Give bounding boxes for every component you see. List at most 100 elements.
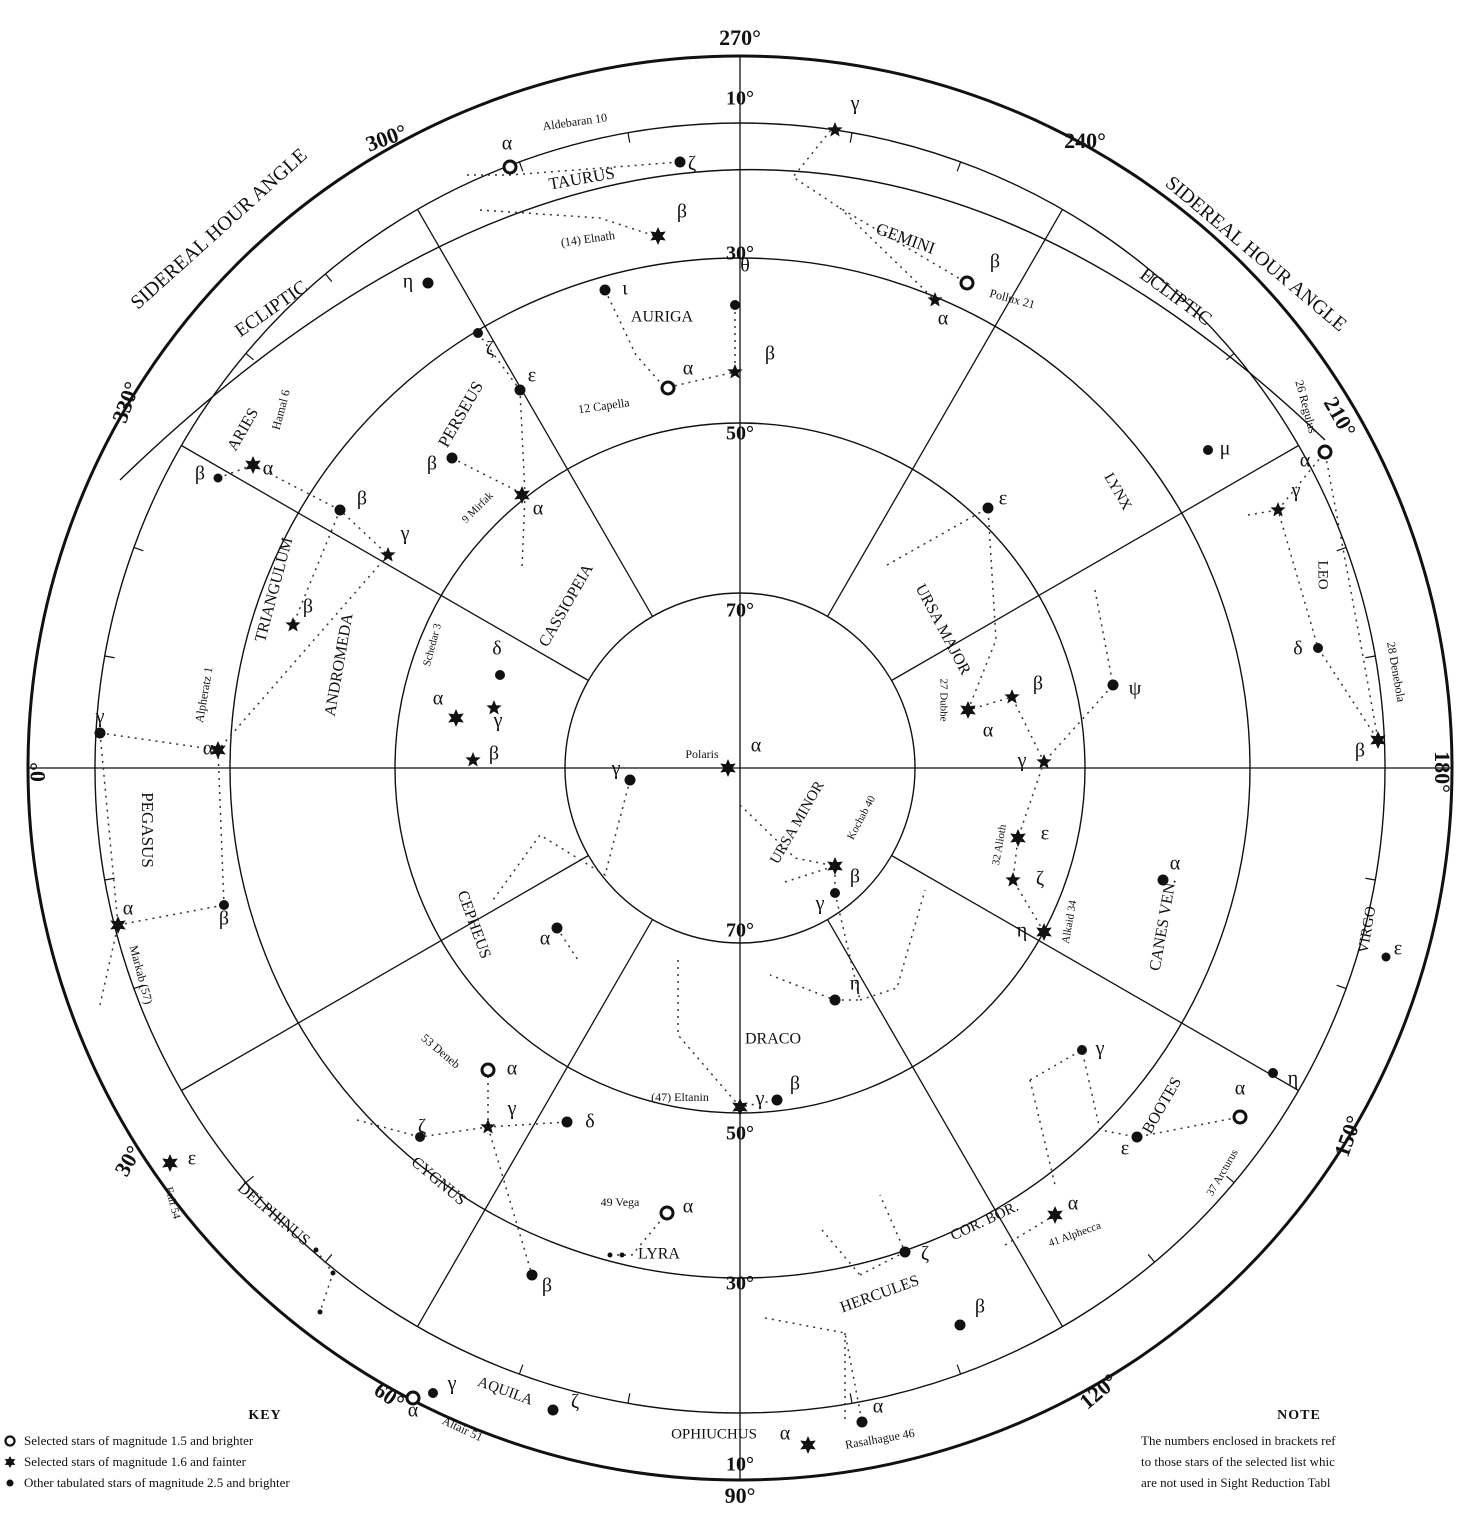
greek-letter-label: β [990,251,1000,273]
star-dot [318,1310,323,1315]
aldebaran-star [504,161,516,173]
constellation-label: DELPHINUS [234,1179,313,1249]
greek-letter-label: α [540,928,551,950]
star-dot [600,285,611,296]
star-dot [857,1417,868,1428]
greek-letter-label: α [780,1423,791,1445]
star-name-label: 27 Dubhe [937,678,949,721]
star-name-label: 12 Capella [577,395,631,416]
star-dot [548,1405,559,1416]
alioth-star [1010,829,1026,847]
key-title: KEY [60,1408,470,1424]
vega-star [661,1207,673,1219]
star-dot [625,775,636,786]
hour-angle-label: 180° [1430,751,1455,793]
declination-label: 10° [726,88,754,110]
constellation-figure [1030,1080,1055,1185]
star-name-label: (47) Eltanin [651,1090,709,1104]
star-dot [473,328,483,338]
constellation-figure [118,905,224,925]
constellation-figure [480,210,655,236]
constellation-figure [557,928,578,960]
constellation-figure [100,733,218,750]
star-dot [830,995,841,1006]
note-text: The numbers enclosed in brackets ref to … [1141,1430,1457,1493]
greek-letter-label: γ [611,758,621,780]
greek-letter-label: γ [850,93,860,115]
star-dot [515,385,526,396]
greek-letter-label: α [123,898,134,920]
constellation-figure [1030,1050,1240,1137]
star-name-label: Rasalhague 46 [844,1426,916,1452]
star-dot [95,728,106,739]
star-name-label: Polaris [685,747,719,761]
greek-letter-label: γ [1095,1038,1105,1060]
greek-letter-label: ε [1121,1138,1129,1160]
hamal-star [245,456,261,474]
constellation-figure [293,510,340,625]
star-dot [830,888,840,898]
greek-letter-label: α [533,498,544,520]
declination-label: 30° [726,1273,754,1295]
greek-letter-label: α [1300,450,1311,472]
hour-angle-label: 300° [362,119,410,157]
declination-label: 50° [726,423,754,445]
hour-angle-label: 270° [719,25,761,50]
star-dot [730,300,740,310]
star-name-label: Enif 54 [162,1186,182,1221]
key-panel: KEY Selected stars of magnitude 1.5 and … [0,1408,470,1493]
declination-label: 50° [726,1123,754,1145]
tick-mark [134,547,143,550]
hour-angle-label: 240° [1064,128,1106,153]
greek-letter-label: α [263,458,274,480]
constellation-label: PEGASUS [138,792,157,868]
tick-mark [519,1365,522,1374]
star [380,547,395,562]
greek-letter-label: ζ [418,1116,426,1138]
kochab-star [827,857,843,875]
constellation-label: OPHIUCHUS [671,1426,757,1442]
tick-mark [519,162,522,171]
star-name-label: Hamal 6 [269,388,293,431]
constellation-label: CEPHEUS [454,888,494,961]
star-name-label: 53 Deneb [419,1031,463,1072]
constellation-figure [785,866,835,882]
greek-letter-label: α [1235,1078,1246,1100]
constellation-figure [218,750,224,905]
tick-mark [325,274,331,282]
greek-letter-label: ζ [486,338,494,360]
constellation-label: GEMINI [873,219,937,258]
greek-letter-label: ε [1041,823,1049,845]
open-star-icon [0,1434,20,1448]
six-point-star-icon [0,1455,20,1469]
star-dot [983,503,994,514]
star-dot [552,923,563,934]
star-name-label: 28 Denebola [1384,641,1408,704]
greek-letter-label: ψ [1129,678,1142,700]
star-name-label: Alkaid 34 [1060,899,1079,945]
greek-letter-label: η [403,271,413,293]
star-name-label: Alpheratz 1 [192,666,216,724]
star-name-label: Aldebaran 10 [542,110,608,133]
tick-mark [1365,878,1375,880]
star-dot [620,1253,625,1258]
tick-mark [1365,656,1375,658]
hour-angle-label: 210° [1319,392,1362,441]
tick-mark [628,133,630,143]
star-dot [495,670,505,680]
greek-letter-label: γ [507,1098,517,1120]
star-dot [1132,1132,1143,1143]
greek-letter-label: α [507,1058,518,1080]
star-dot [1077,1045,1087,1055]
star-dot [562,1117,573,1128]
star-dot [331,1271,336,1276]
pollux-star [961,277,973,289]
constellation-label: LEO [1315,560,1331,589]
constellation-figure [218,465,388,555]
star-dot [447,453,458,464]
declination-label: 70° [726,920,754,942]
tick-mark [1226,1176,1234,1182]
tick-mark [1337,547,1346,550]
greek-letter-label: β [219,908,229,930]
constellation-figure [452,458,525,495]
